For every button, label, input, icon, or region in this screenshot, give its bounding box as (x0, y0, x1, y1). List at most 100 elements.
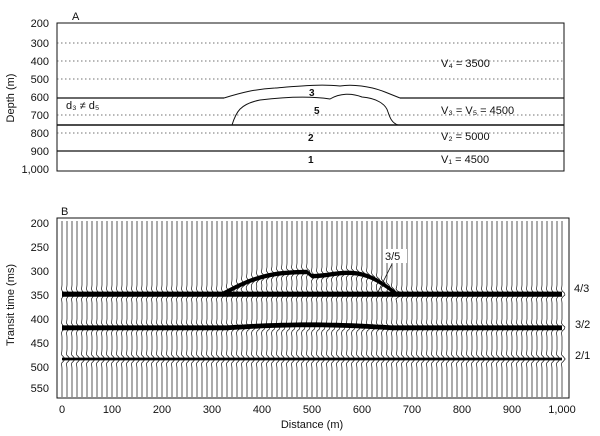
seismic-trace (376, 221, 381, 397)
seismic-trace (501, 221, 506, 397)
seismic-trace (296, 221, 301, 397)
seismic-trace (256, 221, 261, 397)
seismic-trace (131, 221, 136, 397)
seismic-trace (181, 221, 186, 397)
panel-a-ytick: 1,000 (21, 164, 49, 176)
reflector-label-2-1: 2/1 (575, 350, 590, 362)
panel-b-xtick: 800 (453, 404, 471, 416)
seismic-trace (531, 221, 536, 397)
panel-b-frame (56, 217, 570, 399)
seismic-trace (516, 221, 521, 397)
panel-b-ytick: 300 (31, 266, 49, 278)
seismic-trace (491, 221, 496, 397)
seismic-trace (536, 221, 541, 397)
layer-1-label: 1 (308, 155, 314, 166)
seismic-trace (81, 221, 86, 397)
seismic-trace (306, 221, 311, 397)
label-3-5-leader (377, 263, 393, 293)
panel-b-xtick: 200 (153, 404, 171, 416)
seismic-trace (346, 221, 351, 397)
panel-a-frame (56, 22, 565, 172)
seismic-trace (336, 221, 341, 397)
seismic-trace (326, 221, 331, 397)
seismic-trace (351, 221, 356, 397)
seismic-trace (386, 221, 391, 397)
seismic-trace (101, 221, 106, 397)
seismic-trace (541, 221, 546, 397)
seismic-trace (391, 221, 396, 397)
seismic-trace (196, 221, 201, 397)
seismic-trace (271, 221, 276, 397)
seismic-trace (546, 221, 551, 397)
seismic-trace (66, 221, 71, 397)
seismic-trace (421, 221, 426, 397)
panel-b-xtick: 400 (253, 404, 271, 416)
reflector-events (62, 269, 562, 361)
panel-b-ytick: 350 (31, 290, 49, 302)
panel-b-xtick: 100 (103, 404, 121, 416)
seismic-trace (511, 221, 516, 397)
seismic-trace (266, 221, 271, 397)
seismic-trace (441, 221, 446, 397)
reflector-labels: 3/5 4/3 3/2 2/1 (377, 249, 590, 362)
seismic-trace (106, 221, 111, 397)
seismic-trace (380, 221, 386, 397)
seismic-trace (86, 221, 91, 397)
seismic-trace (201, 221, 206, 397)
seismic-trace (366, 221, 371, 397)
panel-b: B 200 250 300 350 400 450 500 550 Transi… (5, 206, 590, 431)
seismic-trace (111, 221, 116, 397)
panel-b-ytick: 200 (31, 218, 49, 230)
seismic-trace (456, 221, 461, 397)
seismic-trace (146, 221, 151, 397)
seismic-traces (61, 221, 566, 397)
seismic-trace (341, 221, 346, 397)
panel-a-label: A (72, 11, 80, 23)
seismic-trace (211, 221, 216, 397)
seismic-trace (161, 221, 166, 397)
seismic-trace (526, 221, 531, 397)
velocity-v4: V₄ = 3500 (441, 58, 490, 70)
seismic-trace (171, 221, 176, 397)
seismic-trace (481, 221, 486, 397)
panel-a-annotations: 3 5 2 1 d₃ ≠ d₅ V₄ = 3500 V₃ = V₅ = 4500… (66, 58, 514, 166)
seismic-trace (401, 221, 406, 397)
seismic-trace (561, 221, 566, 397)
panel-a-ytick: 200 (31, 18, 49, 30)
seismic-trace (236, 221, 241, 397)
panel-b-ytick: 450 (31, 338, 49, 350)
seismic-trace (556, 221, 561, 397)
seismic-trace (231, 221, 236, 397)
panel-a-ytick: 500 (31, 74, 49, 86)
panel-b-ytick: 500 (31, 362, 49, 374)
panel-b-xtick: 500 (303, 404, 321, 416)
reflector-3-5 (62, 269, 562, 297)
label-3-5-bg (383, 249, 407, 263)
seismic-trace (156, 221, 161, 397)
panel-a-ytick: 300 (31, 38, 49, 50)
seismic-trace (116, 221, 121, 397)
seismic-trace (521, 221, 526, 397)
seismic-trace (261, 221, 266, 397)
seismic-trace (76, 221, 81, 397)
seismic-trace (426, 221, 431, 397)
seismic-trace (276, 221, 281, 397)
panel-b-xlabel: Distance (m) (281, 419, 343, 431)
velocity-v2: V₂ = 5000 (441, 131, 490, 143)
panel-a-yticks: 200 300 400 500 600 700 800 900 1,000 (21, 18, 49, 176)
seismic-trace (406, 221, 411, 397)
seismic-trace (411, 221, 416, 397)
seismic-trace (281, 221, 286, 397)
layer-interfaces (57, 84, 564, 152)
layer-3-label: 3 (309, 88, 315, 99)
seismic-trace (466, 221, 471, 397)
thickness-note: d₃ ≠ d₅ (66, 100, 99, 112)
seismic-trace (71, 221, 76, 397)
seismic-trace (136, 221, 141, 397)
panel-a-grid (57, 42, 564, 134)
panel-b-xtick: 600 (353, 404, 371, 416)
seismic-trace (251, 221, 256, 397)
seismic-trace (225, 221, 233, 397)
panel-b-xtick: 700 (403, 404, 421, 416)
seismic-trace (245, 221, 251, 397)
